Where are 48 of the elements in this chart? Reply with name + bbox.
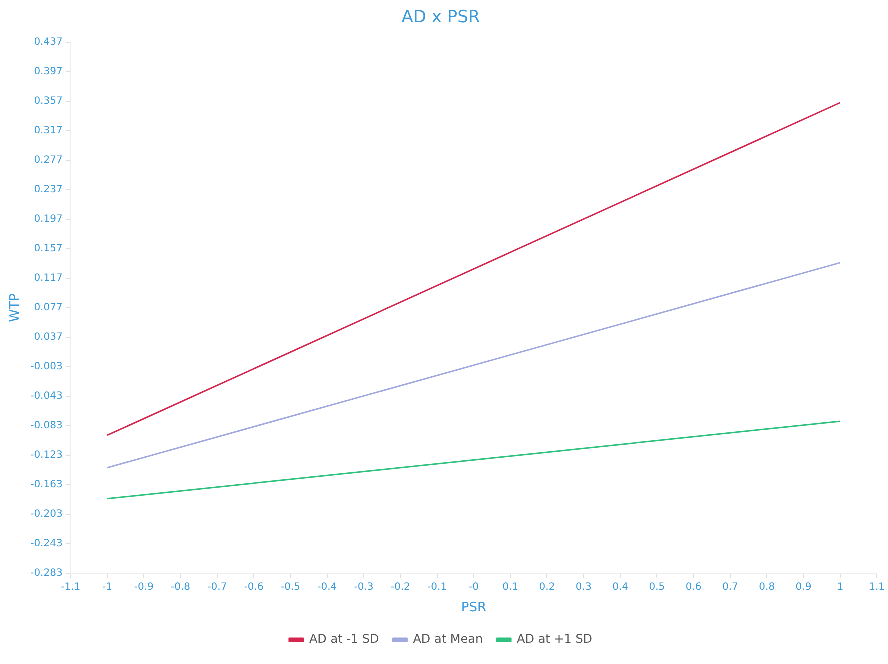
y-tick-label: 0.037 [34,332,63,343]
legend-label: AD at -1 SD [309,632,380,646]
x-tick-label: -0.2 [390,582,410,593]
x-tick-label: -0.5 [280,582,300,593]
x-tick-label: -0.1 [428,582,448,593]
y-tick-label: 0.437 [34,36,63,48]
x-tick-label: 0.4 [612,582,628,593]
legend-label: AD at +1 SD [517,632,593,646]
y-tick-label: 0.277 [34,154,63,166]
x-tick-label: -0.4 [318,582,338,593]
y-tick-label: 0.357 [34,96,63,107]
y-tick-label: -0.283 [30,568,63,579]
x-tick-label: -1 [102,582,112,593]
x-tick-label: 0.9 [796,582,812,593]
x-tick-label: 0.5 [649,582,666,593]
x-tick-label: -1.1 [61,582,81,593]
y-tick-label: 0.157 [34,243,63,254]
x-tick-label: 0.8 [759,582,776,593]
x-tick-label: 0.6 [686,582,702,593]
y-tick-label: 0.197 [34,214,63,225]
x-tick-label: -0.9 [134,582,154,593]
x-axis-title: PSR [461,600,487,616]
x-tick-label: 0.3 [576,582,592,593]
y-tick-label: -0.163 [30,479,63,490]
y-tick-label: 0.317 [34,125,63,136]
y-tick-label: -0.083 [30,420,63,432]
y-tick-label: 0.077 [34,302,63,314]
x-tick-label: -0.6 [244,582,264,593]
x-tick-label: 0.7 [722,582,738,593]
x-tick-label: -0.3 [354,582,374,593]
y-tick-label: -0.003 [30,361,63,372]
x-tick-label: -0.8 [171,582,191,593]
y-tick-label: -0.123 [30,450,63,461]
y-tick-label: -0.203 [30,508,63,520]
legend-label: AD at Mean [413,632,484,646]
y-tick-label: 0.397 [34,66,63,78]
chart-title: AD x PSR [402,8,480,28]
x-tick-label: 1.1 [869,582,885,593]
y-tick-label: -0.243 [30,538,63,550]
y-axis-title: WTP [8,293,24,322]
y-tick-label: 0.237 [34,184,63,196]
x-tick-label: -0 [468,582,479,593]
x-tick-label: -0.7 [208,582,228,593]
x-tick-label: 0.1 [502,582,519,593]
y-tick-label: 0.117 [34,272,63,284]
y-tick-label: -0.043 [30,390,63,402]
x-tick-label: 0.2 [539,582,556,593]
x-tick-label: 1 [837,582,844,593]
